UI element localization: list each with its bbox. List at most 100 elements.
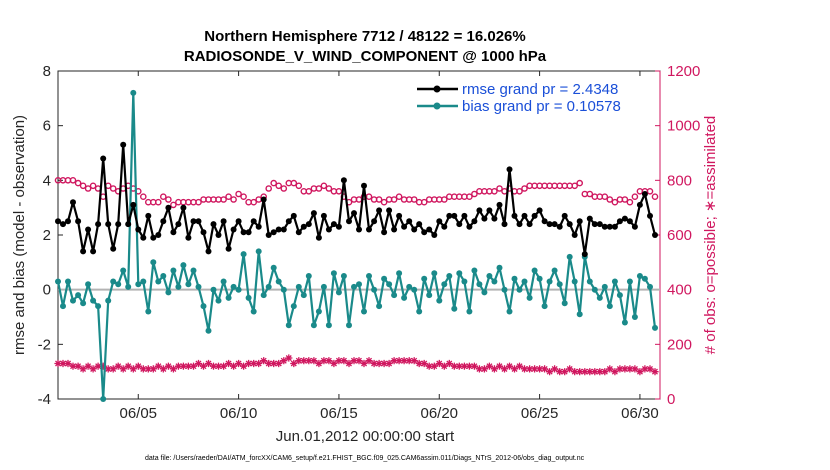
- bias-point: [521, 278, 528, 285]
- assimilated-obs-point: [159, 365, 167, 373]
- x-axis: 06/05 06/10 06/15 06/20 06/25 06/30: [119, 71, 659, 422]
- x-tick-label: 06/25: [521, 405, 559, 422]
- assimilated-obs-point: [149, 365, 157, 373]
- rmse-point: [601, 223, 608, 230]
- rmse-point: [626, 218, 633, 225]
- possible-obs-point: [240, 193, 247, 200]
- rmse-point: [255, 223, 262, 230]
- assimilated-obs-point: [455, 362, 463, 370]
- rmse-point: [386, 207, 393, 214]
- bias-point: [70, 297, 76, 304]
- bias-point: [621, 319, 628, 326]
- bias-point: [295, 283, 302, 290]
- rmse-point: [371, 218, 378, 225]
- assimilated-obs-point: [179, 362, 187, 370]
- rmse-point: [130, 201, 137, 208]
- assimilated-obs-point: [220, 362, 228, 370]
- rmse-point: [335, 223, 342, 230]
- rmse-point: [566, 221, 573, 228]
- assimilated-obs-point: [330, 359, 338, 368]
- assimilated-obs-point: [380, 359, 388, 368]
- rmse-point: [230, 226, 237, 233]
- assimilated-obs-point: [505, 362, 514, 370]
- assimilated-obs-point: [250, 359, 258, 368]
- assimilated-obs-point: [526, 365, 534, 373]
- possible-obs-point: [315, 185, 323, 192]
- rmse-point: [115, 221, 122, 228]
- possible-obs-point: [89, 182, 97, 190]
- assimilated-obs-point: [280, 357, 288, 365]
- bias-point: [501, 286, 508, 293]
- bias-point: [506, 308, 513, 315]
- assimilated-obs-point: [300, 357, 308, 365]
- rmse-point: [320, 212, 327, 219]
- bias-point: [641, 275, 648, 282]
- bias-point: [75, 292, 82, 299]
- possible-obs-point: [305, 187, 313, 195]
- assimilated-obs-point: [310, 357, 318, 365]
- assimilated-obs-point: [641, 365, 649, 373]
- bias-point: [386, 281, 393, 288]
- assimilated-obs-point: [340, 357, 348, 365]
- rmse-point: [165, 204, 172, 211]
- rmse-point: [145, 212, 152, 219]
- bias-point: [80, 300, 87, 307]
- rmse-point: [621, 215, 628, 222]
- bias-point: [396, 270, 403, 277]
- assimilated-obs-point: [631, 365, 639, 373]
- assimilated-obs-point: [119, 365, 127, 373]
- rmse-point: [55, 218, 61, 225]
- assimilated-obs-point: [395, 357, 403, 365]
- rmse-point: [90, 248, 97, 255]
- rmse-point: [120, 141, 127, 148]
- assimilated-obs-point: [561, 368, 569, 376]
- rmse-point: [596, 221, 603, 228]
- possible-obs-point: [496, 185, 503, 192]
- bias-point: [361, 308, 367, 315]
- assimilated-obs-point: [54, 359, 62, 368]
- bias-point: [516, 286, 523, 293]
- y-right-tick-label: 400: [667, 282, 692, 299]
- bias-point: [165, 289, 172, 296]
- assimilated-obs-point: [214, 362, 223, 370]
- rmse-point: [426, 226, 433, 233]
- rmse-point: [561, 212, 568, 219]
- possible-obs-point: [154, 198, 162, 206]
- rmse-point: [285, 218, 292, 225]
- possible-obs-point: [651, 193, 659, 200]
- assimilated-obs-point: [470, 362, 478, 370]
- rmse-series: [55, 141, 658, 258]
- assimilated-obs-point: [636, 368, 644, 376]
- rmse-point: [205, 248, 212, 255]
- bias-point: [320, 283, 327, 290]
- bias-point: [401, 294, 408, 301]
- assimilated-obs-point: [621, 365, 629, 373]
- bias-point: [346, 322, 352, 329]
- legend-bias-marker: [433, 102, 441, 110]
- bias-point: [210, 286, 217, 293]
- bias-point: [180, 262, 187, 269]
- y-left-tick-label: 0: [43, 282, 51, 299]
- rmse-point: [366, 226, 372, 233]
- rmse-point: [471, 218, 478, 225]
- bias-point: [376, 303, 383, 310]
- assimilated-obs-point: [410, 357, 418, 365]
- x-axis-label: Jun.01,2012 00:00:00 start: [276, 428, 455, 445]
- rmse-point: [315, 234, 322, 241]
- chart-subtitle: RADIOSONDE_V_WIND_COMPONENT @ 1000 hPa: [184, 48, 547, 65]
- possible-obs-point: [516, 187, 523, 195]
- bias-point: [325, 322, 332, 329]
- bias-point: [626, 278, 633, 285]
- bias-point: [170, 267, 177, 274]
- bias-point: [175, 283, 182, 290]
- possible-obs-point: [606, 196, 614, 203]
- assimilated-obs-point: [355, 357, 363, 365]
- bias-point: [225, 294, 232, 301]
- rmse-point: [60, 221, 66, 228]
- bias-point: [90, 297, 97, 304]
- rmse-point: [391, 226, 398, 233]
- assimilated-obs-point: [134, 362, 142, 370]
- bias-point: [381, 275, 388, 282]
- assimilated-obs-point: [64, 359, 72, 368]
- possible-obs-point: [395, 193, 403, 200]
